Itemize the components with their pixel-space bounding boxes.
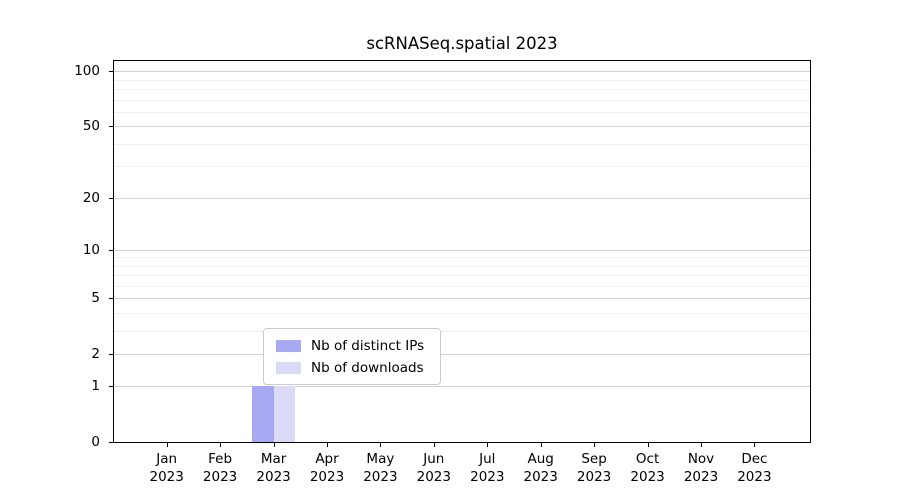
x-tick <box>487 443 489 447</box>
x-label-year: 2023 <box>149 469 184 485</box>
legend-swatch-distinct-ips <box>276 339 301 352</box>
y-tick-label: 100 <box>74 63 100 80</box>
x-label-year: 2023 <box>416 469 451 485</box>
x-tick <box>166 443 168 447</box>
y-tick-label: 20 <box>82 189 100 206</box>
x-tick <box>701 443 702 447</box>
x-label-year: 2023 <box>256 469 291 485</box>
x-tick <box>380 443 382 447</box>
x-tick-label: Jan 2023 <box>135 450 199 486</box>
x-label-month: Oct <box>635 451 660 467</box>
y-tick-label: 0 <box>91 434 100 450</box>
x-tick-label: Dec 2023 <box>722 450 786 486</box>
legend-entry-distinct-ips: Nb of distinct IPs <box>276 336 432 355</box>
gridline-major <box>114 71 810 73</box>
x-label-month: Mar <box>260 451 287 467</box>
x-tick <box>594 443 596 447</box>
x-label-month: Jan <box>156 451 178 467</box>
y-tick-label: 2 <box>91 345 100 362</box>
x-label-month: Jun <box>423 451 445 467</box>
y-tick <box>109 249 113 251</box>
x-tick-label: Apr 2023 <box>295 450 359 486</box>
y-tick <box>109 353 113 355</box>
y-tick-label: 1 <box>91 378 100 395</box>
y-tick-label: 10 <box>82 241 100 258</box>
x-tick-label: Oct 2023 <box>616 450 680 486</box>
x-label-month: Dec <box>741 451 768 467</box>
x-label-year: 2023 <box>202 469 238 485</box>
gridline-major <box>114 249 810 251</box>
gridline-minor <box>114 166 810 168</box>
y-tick-label: 5 <box>91 290 100 307</box>
x-label-month: Feb <box>208 451 233 467</box>
gridline-major <box>114 386 810 388</box>
gridline-major <box>114 126 810 128</box>
y-tick <box>109 126 113 128</box>
gridline-major <box>114 298 810 300</box>
y-tick <box>109 442 113 443</box>
x-tick <box>540 443 542 447</box>
gridline-minor <box>114 257 810 259</box>
x-label-month: Sep <box>581 451 607 467</box>
y-tick <box>109 197 113 199</box>
x-label-year: 2023 <box>576 469 612 485</box>
x-label-month: Jul <box>479 451 496 467</box>
legend: Nb of distinct IPs Nb of downloads <box>263 328 441 385</box>
x-tick <box>754 443 756 447</box>
y-tick <box>109 298 113 300</box>
x-label-month: May <box>366 451 395 467</box>
y-tick-label: 50 <box>82 118 100 135</box>
gridline-minor <box>114 265 810 267</box>
x-tick-label: Nov 2023 <box>669 450 733 486</box>
chart-title: scRNASeq.spatial 2023 <box>366 34 558 53</box>
legend-label-downloads: Nb of downloads <box>311 359 424 376</box>
gridline-major <box>114 353 810 355</box>
x-label-month: Nov <box>687 451 715 467</box>
x-label-month: Aug <box>527 451 554 467</box>
x-tick-label: Jul 2023 <box>455 450 519 486</box>
bar-distinct-ips <box>252 386 274 442</box>
x-tick <box>273 443 275 447</box>
x-tick <box>647 443 649 447</box>
x-label-year: 2023 <box>470 469 505 485</box>
x-label-year: 2023 <box>737 469 772 485</box>
gridline-minor <box>114 275 810 276</box>
x-tick-label: Aug 2023 <box>509 450 573 486</box>
gridline-minor <box>114 111 810 113</box>
x-tick-label: May 2023 <box>348 450 412 486</box>
x-tick <box>220 443 222 447</box>
x-label-month: Apr <box>315 451 339 467</box>
x-tick-label: Sep 2023 <box>562 450 626 486</box>
x-label-year: 2023 <box>309 469 345 485</box>
gridline-minor <box>114 99 810 101</box>
legend-entry-downloads: Nb of downloads <box>276 358 432 377</box>
x-label-year: 2023 <box>630 469 665 485</box>
x-label-year: 2023 <box>683 469 719 485</box>
x-tick-label: Jun 2023 <box>402 450 466 486</box>
legend-label-distinct-ips: Nb of distinct IPs <box>311 337 425 354</box>
x-label-year: 2023 <box>363 469 398 485</box>
plot-area: 0 1 2 5 10 20 50 100 Jan 2023 Feb 2023 Mar 2023 Apr 202… <box>74 60 811 485</box>
legend-swatch-downloads <box>276 361 301 374</box>
bar-downloads <box>273 386 295 442</box>
y-tick <box>109 71 113 73</box>
gridline-minor <box>114 143 810 145</box>
x-tick-label: Feb 2023 <box>188 450 252 486</box>
x-tick-label: Mar 2023 <box>242 450 306 486</box>
gridline-minor <box>114 285 810 287</box>
x-tick <box>433 443 435 447</box>
gridline-minor <box>114 330 810 332</box>
gridline-minor <box>114 79 810 81</box>
gridline-minor <box>114 312 810 314</box>
gridline-major <box>114 197 810 199</box>
x-tick <box>327 443 328 447</box>
y-tick <box>109 386 113 388</box>
x-label-year: 2023 <box>523 469 558 485</box>
gridline-minor <box>114 89 810 91</box>
